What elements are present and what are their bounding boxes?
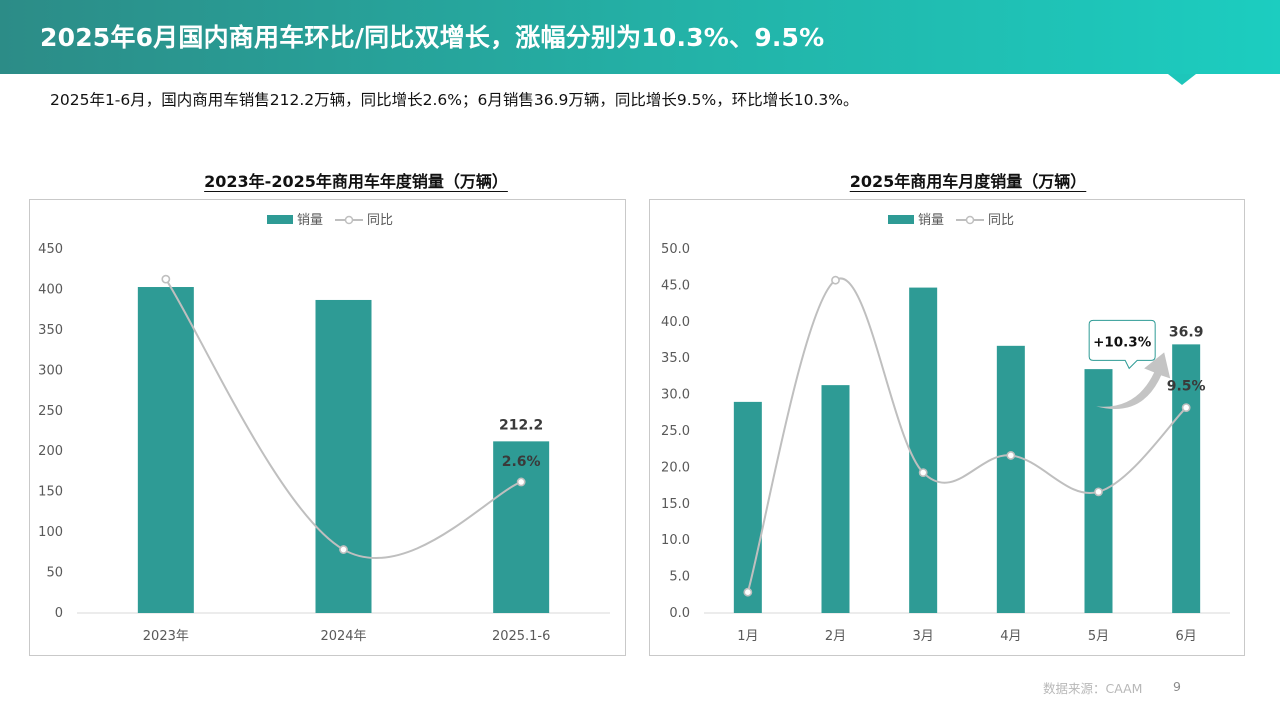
bar-data-label: 36.9 — [1169, 324, 1204, 340]
x-tick-label: 2月 — [825, 629, 846, 644]
bar-1月 — [733, 401, 762, 613]
x-tick-label: 2024年 — [320, 629, 366, 644]
callout-bubble — [1088, 319, 1156, 370]
bar-3月 — [909, 287, 938, 613]
bar-2025.1-6 — [493, 441, 550, 613]
y-tick-label: 350 — [38, 323, 63, 338]
y-tick-label: 30.0 — [661, 388, 690, 403]
bar-2023年 — [137, 287, 194, 613]
y-tick-label: 45.0 — [661, 278, 690, 293]
page-title: 2025年6月国内商用车环比/同比双增长，涨幅分别为10.3%、9.5% — [40, 23, 825, 52]
x-tick-label: 5月 — [1088, 629, 1109, 644]
yoy-point-2024年 — [339, 545, 348, 554]
y-tick-label: 20.0 — [661, 460, 690, 475]
legend-label-sales: 销量 — [297, 213, 323, 228]
y-tick-label: 50.0 — [661, 242, 690, 257]
callout-arrow — [1096, 352, 1171, 409]
y-tick-label: 0 — [55, 606, 63, 621]
bar-2024年 — [315, 299, 372, 613]
yoy-point-2023年 — [161, 274, 171, 284]
monthly-chart-title: 2025年商用车月度销量（万辆） — [849, 172, 1087, 191]
y-tick-label: 50 — [46, 566, 63, 581]
chart-legend: 销量 同比 — [888, 213, 1014, 228]
legend-swatch-bar — [267, 215, 293, 224]
callout-label: +10.3% — [1093, 334, 1152, 350]
yoy-point-6月 — [1181, 403, 1191, 412]
x-tick-label: 4月 — [1000, 629, 1021, 644]
y-tick-label: 5.0 — [669, 570, 690, 585]
yoy-point-2月 — [831, 275, 840, 285]
x-tick-label: 2025.1-6 — [492, 629, 550, 644]
y-tick-label: 40.0 — [661, 315, 690, 330]
legend-marker — [344, 215, 354, 225]
yoy-point-1月 — [743, 587, 753, 597]
data-source: 数据来源：CAAM — [1043, 681, 1143, 696]
y-tick-label: 200 — [38, 444, 63, 459]
y-tick-label: 300 — [38, 363, 63, 378]
annual-chart-svg: 销量 同比 0 50 100 150 200 250 300 350 400 450 2023年 2024… — [38, 213, 610, 644]
line-data-label: 9.5% — [1167, 379, 1206, 395]
chart-legend: 销量 同比 — [267, 213, 393, 228]
y-tick-label: 25.0 — [661, 424, 690, 439]
bar-2月 — [821, 385, 850, 613]
yoy-point-2025.1-6 — [516, 477, 526, 487]
y-tick-label: 0.0 — [669, 606, 690, 621]
yoy-point-5月 — [1094, 487, 1103, 497]
x-tick-label: 3月 — [913, 629, 934, 644]
y-tick-label: 35.0 — [661, 351, 690, 366]
bar-6月 — [1172, 344, 1201, 613]
y-tick-label: 15.0 — [661, 497, 690, 512]
yoy-point-3月 — [918, 468, 928, 477]
y-tick-label: 450 — [38, 242, 63, 257]
legend-swatch-bar — [888, 215, 914, 224]
x-tick-label: 2023年 — [143, 629, 189, 644]
header-notch — [1168, 74, 1196, 85]
yoy-line — [164, 278, 522, 559]
summary-text: 2025年1-6月，国内商用车销售212.2万辆，同比增长2.6%；6月销售36… — [50, 91, 859, 109]
bar-data-label: 212.2 — [499, 417, 543, 433]
mom-callout: +10.3% — [1088, 319, 1171, 409]
y-tick-label: 400 — [38, 282, 63, 297]
bar-4月 — [996, 345, 1025, 613]
y-tick-label: 100 — [38, 525, 63, 540]
annual-chart: 销量 同比 0 50 100 150 200 250 300 350 400 450 2023年 2024… — [29, 199, 626, 656]
legend-label-yoy: 同比 — [988, 213, 1014, 228]
yoy-point-4月 — [1006, 451, 1016, 460]
y-tick-label: 10.0 — [661, 533, 690, 548]
line-data-label: 2.6% — [502, 454, 541, 470]
legend-marker — [965, 215, 975, 225]
legend-label-sales: 销量 — [918, 213, 944, 228]
y-tick-label: 150 — [38, 485, 63, 500]
legend-label-yoy: 同比 — [367, 213, 393, 228]
y-tick-label: 250 — [38, 404, 63, 419]
annual-chart-title: 2023年-2025年商用车年度销量（万辆） — [204, 172, 508, 191]
page-number: 9 — [1173, 679, 1181, 694]
header-banner — [0, 0, 1280, 74]
monthly-chart: 销量 同比 0.0 5.0 10.0 15.0 20.0 25.0 30.0 35.0 40.0 45… — [649, 199, 1245, 656]
x-tick-label: 6月 — [1176, 629, 1197, 644]
monthly-chart-svg: 销量 同比 0.0 5.0 10.0 15.0 20.0 25.0 30.0 35.0 40.0 45… — [661, 213, 1230, 644]
x-tick-label: 1月 — [737, 629, 758, 644]
